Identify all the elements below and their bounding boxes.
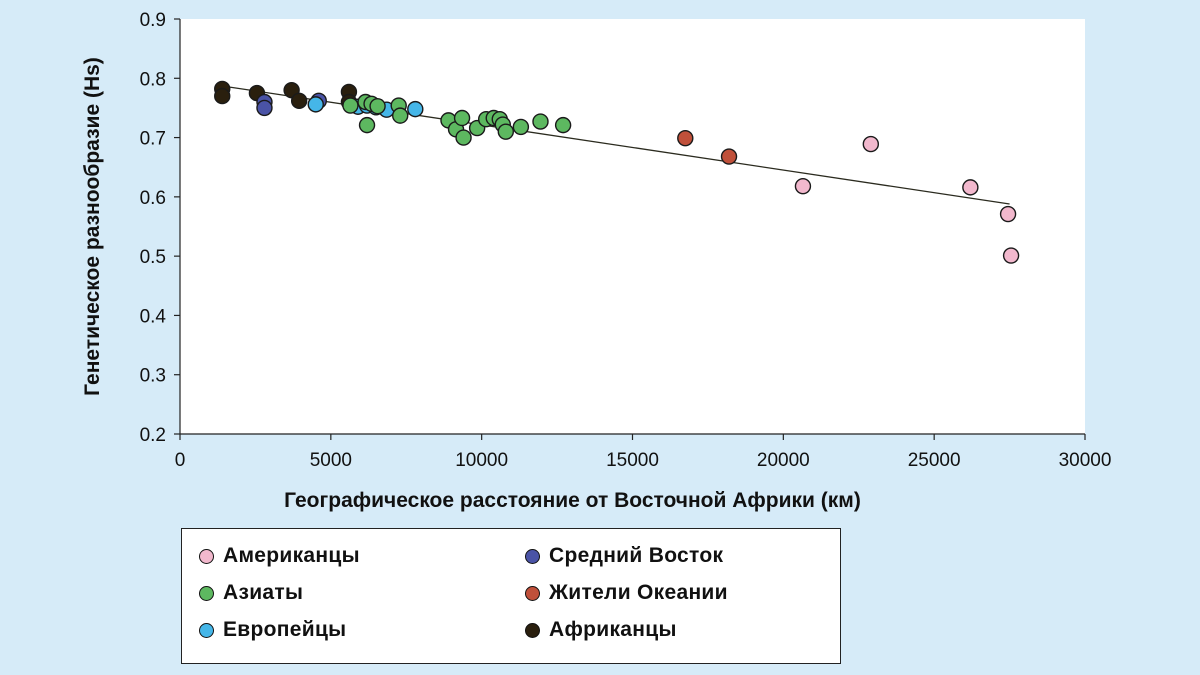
y-axis-title: Генетическое разнообразие (Hs) [81, 57, 104, 396]
data-point [1001, 207, 1016, 222]
legend-item-middle-east: Средний Восток [525, 544, 723, 568]
x-tick-label: 25000 [908, 450, 961, 471]
legend-item-asians: Азиаты [199, 581, 303, 605]
data-point [533, 114, 548, 129]
data-point [795, 179, 810, 194]
legend-label: Средний Восток [549, 544, 723, 568]
x-tick-label: 20000 [757, 450, 810, 471]
y-tick-label: 0.6 [140, 188, 166, 209]
y-tick-label: 0.4 [140, 306, 167, 327]
x-tick-label: 5000 [310, 450, 352, 471]
legend-label: Азиаты [223, 581, 303, 605]
legend-marker [525, 623, 540, 638]
x-tick-label: 0 [175, 450, 186, 471]
data-point [456, 130, 471, 145]
legend-label: Европейцы [223, 618, 346, 642]
data-point [393, 108, 408, 123]
plot-area [180, 19, 1085, 434]
legend-marker [199, 586, 214, 601]
legend-item-europeans: Европейцы [199, 618, 346, 642]
legend: Американцы Средний Восток Азиаты Жители … [181, 528, 841, 664]
legend-label: Африканцы [549, 618, 677, 642]
data-point [408, 102, 423, 117]
data-point [1004, 248, 1019, 263]
data-point [292, 93, 307, 108]
legend-label: Жители Океании [549, 581, 728, 605]
x-tick-label: 10000 [455, 450, 508, 471]
y-tick-label: 0.5 [140, 247, 166, 268]
legend-item-africans: Африканцы [525, 618, 677, 642]
legend-item-oceania: Жители Океании [525, 581, 728, 605]
y-tick-label: 0.2 [140, 425, 166, 446]
data-point [257, 100, 272, 115]
y-tick-label: 0.7 [140, 129, 166, 150]
x-tick-label: 30000 [1059, 450, 1112, 471]
x-tick-label: 15000 [606, 450, 659, 471]
legend-marker [525, 549, 540, 564]
data-point [722, 149, 737, 164]
data-point [863, 137, 878, 152]
legend-marker [199, 549, 214, 564]
y-tick-label: 0.8 [140, 69, 166, 90]
legend-label: Американцы [223, 544, 360, 568]
data-point [360, 118, 375, 133]
data-point [513, 119, 528, 134]
legend-marker [199, 623, 214, 638]
legend-marker [525, 586, 540, 601]
y-tick-label: 0.3 [140, 366, 166, 387]
y-tick-label: 0.9 [140, 10, 166, 31]
data-point [343, 98, 358, 113]
data-point [498, 124, 513, 139]
data-point [370, 99, 385, 114]
x-axis-title: Географическое расстояние от Восточной А… [284, 489, 861, 512]
data-point [678, 131, 693, 146]
legend-item-americans: Американцы [199, 544, 360, 568]
data-point [308, 97, 323, 112]
data-point [556, 118, 571, 133]
data-point [455, 111, 470, 126]
data-point [963, 180, 978, 195]
data-point [215, 89, 230, 104]
